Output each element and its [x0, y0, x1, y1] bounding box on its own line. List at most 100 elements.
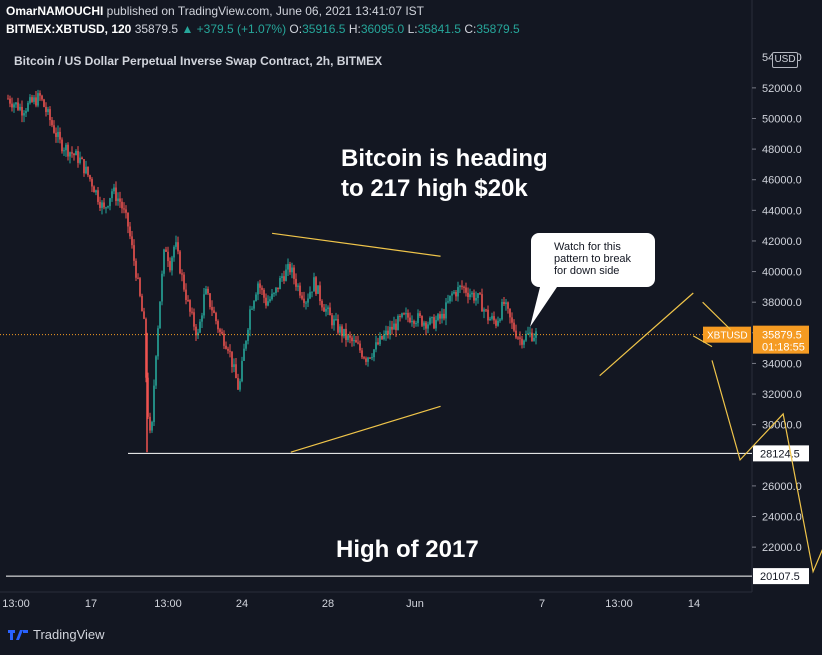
currency-button[interactable]: USD — [772, 52, 798, 68]
candle-body — [533, 337, 535, 341]
rising-channel-line[interactable] — [599, 292, 694, 377]
author-name[interactable]: OmarNAMOUCHI — [6, 4, 104, 18]
candle-body — [167, 251, 169, 262]
candle-body — [177, 242, 179, 252]
candle-body — [531, 332, 533, 341]
candle-body — [43, 99, 45, 107]
candle-body — [173, 246, 175, 258]
candle-body — [413, 321, 415, 324]
projection-path[interactable] — [711, 360, 822, 574]
candle-body — [75, 150, 77, 156]
change-value: +379.5 (+1.07%) — [196, 22, 287, 36]
candle-body — [451, 293, 453, 296]
candle-body — [235, 364, 237, 379]
candle-body — [429, 317, 431, 325]
candle-body — [405, 313, 407, 315]
candle-body — [319, 285, 321, 301]
candle-body — [113, 187, 115, 192]
candle-body — [131, 236, 133, 246]
symbol-label[interactable]: BITMEX:XBTUSD, 120 — [6, 22, 132, 36]
candle-body — [475, 298, 477, 301]
candle-body — [529, 332, 531, 334]
candle-body — [325, 308, 327, 312]
candle-body — [57, 131, 59, 137]
candle-body — [401, 313, 403, 317]
candle-body — [21, 106, 23, 116]
candle-body — [47, 109, 49, 113]
candle-body — [71, 152, 73, 154]
candle-body — [445, 302, 447, 319]
candle-body — [159, 301, 161, 329]
candle-body — [121, 201, 123, 209]
candle-body — [419, 313, 421, 317]
candle-body — [333, 319, 335, 326]
candle-body — [51, 120, 53, 126]
candle-body — [339, 326, 341, 333]
candle-body — [465, 287, 467, 293]
candle-body — [91, 179, 93, 187]
candle-body — [83, 159, 85, 174]
candle-body — [217, 321, 219, 330]
candle-body — [461, 285, 463, 287]
tradingview-brand[interactable]: TradingView — [33, 627, 105, 642]
candle-body — [79, 157, 81, 163]
candle-body — [355, 340, 357, 343]
candle-body — [211, 307, 213, 311]
candle-body — [323, 307, 325, 312]
high-2017-annotation[interactable]: High of 2017 — [336, 536, 479, 563]
candle-body — [397, 316, 399, 331]
candle-body — [373, 349, 375, 358]
candle-body — [361, 350, 363, 358]
candle-body — [329, 307, 331, 316]
y-tick-label: 48000.0 — [762, 144, 802, 156]
candle-body — [193, 312, 195, 327]
candle-body — [307, 298, 309, 303]
candle-body — [427, 324, 429, 329]
candle-body — [15, 102, 17, 105]
candle-body — [417, 313, 419, 324]
candle-body — [221, 331, 223, 334]
candle-body — [315, 277, 317, 294]
candle-body — [391, 326, 393, 330]
candle-body — [227, 348, 229, 351]
headline-annotation-line-2[interactable]: to 217 high $20k — [341, 175, 528, 202]
candle-body — [515, 330, 517, 338]
candle-body — [127, 212, 129, 227]
candle-body — [69, 152, 71, 157]
headline-annotation-line-1[interactable]: Bitcoin is heading — [341, 145, 548, 172]
candle-body — [207, 288, 209, 294]
candle-body — [279, 278, 281, 290]
candle-body — [317, 285, 319, 294]
candle-body — [447, 301, 449, 303]
candle-body — [63, 150, 65, 152]
candle-body — [225, 345, 227, 349]
candle-body — [281, 276, 283, 279]
candle-body — [501, 301, 503, 320]
callout-text-line: for down side — [554, 265, 619, 277]
candle-body — [155, 356, 157, 386]
candle-body — [99, 201, 101, 208]
candle-body — [39, 93, 41, 96]
triangle-upper-line[interactable] — [271, 232, 441, 257]
bar-countdown-label: 01:18:55 — [762, 342, 805, 354]
candle-body — [299, 285, 301, 296]
x-tick-label: 17 — [85, 598, 97, 610]
callout-bubble[interactable] — [530, 233, 655, 327]
candle-body — [137, 277, 139, 279]
candle-body — [387, 330, 389, 335]
wedge-upper-line[interactable] — [702, 301, 732, 331]
candle-body — [301, 295, 303, 299]
triangle-lower-line[interactable] — [290, 405, 441, 453]
candle-body — [309, 292, 311, 299]
symbol-tag — [703, 326, 751, 343]
last-price-value: 35879.5 — [134, 22, 179, 36]
candle-body — [157, 328, 159, 357]
candle-body — [267, 301, 269, 306]
wedge-lower-line[interactable] — [692, 335, 713, 348]
candle-body — [511, 317, 513, 323]
candle-body — [285, 269, 287, 281]
tradingview-logo-icon[interactable] — [8, 628, 28, 642]
y-tick-label: 30000.0 — [762, 420, 802, 432]
candle-body — [11, 103, 13, 108]
